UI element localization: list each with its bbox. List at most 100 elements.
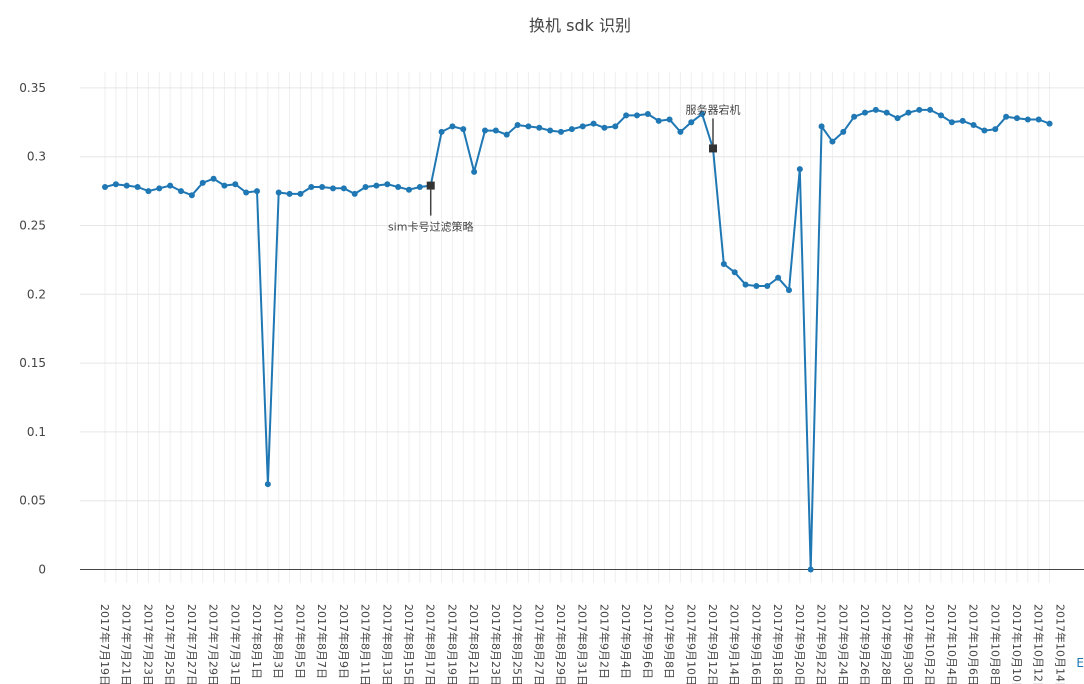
data-point[interactable]: [145, 188, 152, 195]
data-point[interactable]: [1003, 113, 1010, 120]
data-point[interactable]: [633, 112, 640, 119]
data-point[interactable]: [362, 183, 369, 190]
y-tick-label: 0.2: [27, 287, 46, 301]
data-point[interactable]: [742, 281, 749, 288]
data-point[interactable]: [177, 188, 184, 195]
data-point[interactable]: [699, 111, 706, 118]
data-point[interactable]: [492, 127, 499, 134]
x-tick-label: 2017年9月14日: [728, 604, 742, 684]
data-point[interactable]: [894, 115, 901, 122]
data-point[interactable]: [992, 126, 999, 133]
data-point[interactable]: [471, 168, 478, 175]
data-point[interactable]: [883, 109, 890, 116]
data-point[interactable]: [319, 183, 326, 190]
annotated-point[interactable]: [426, 181, 435, 190]
data-point[interactable]: [688, 119, 695, 126]
data-point[interactable]: [785, 287, 792, 294]
data-point[interactable]: [405, 186, 412, 193]
data-point[interactable]: [112, 181, 119, 188]
data-point[interactable]: [373, 182, 380, 189]
data-point[interactable]: [340, 185, 347, 192]
data-point[interactable]: [1024, 116, 1031, 123]
data-point[interactable]: [753, 283, 760, 290]
data-point[interactable]: [395, 183, 402, 190]
data-point[interactable]: [557, 128, 564, 135]
annotated-point[interactable]: [708, 144, 717, 153]
data-point[interactable]: [1046, 120, 1053, 127]
data-point[interactable]: [829, 138, 836, 145]
data-point[interactable]: [286, 190, 293, 197]
data-point[interactable]: [156, 185, 163, 192]
data-point[interactable]: [775, 274, 782, 281]
corner-mark[interactable]: E: [1076, 656, 1084, 670]
data-point[interactable]: [221, 182, 228, 189]
data-point[interactable]: [818, 123, 825, 130]
data-point[interactable]: [590, 120, 597, 127]
x-tick-label: 2017年9月22日: [815, 604, 829, 684]
data-point[interactable]: [297, 190, 304, 197]
data-point[interactable]: [384, 181, 391, 188]
data-point[interactable]: [981, 127, 988, 134]
data-point[interactable]: [308, 183, 315, 190]
data-point[interactable]: [503, 131, 510, 138]
x-tick-label: 2017年9月4日: [619, 604, 633, 679]
data-point[interactable]: [937, 112, 944, 119]
data-point[interactable]: [807, 566, 814, 573]
data-point[interactable]: [970, 122, 977, 129]
data-point[interactable]: [623, 112, 630, 119]
data-point[interactable]: [601, 124, 608, 131]
data-point[interactable]: [134, 183, 141, 190]
data-point[interactable]: [329, 185, 336, 192]
data-point[interactable]: [514, 122, 521, 129]
data-point[interactable]: [796, 166, 803, 173]
data-point[interactable]: [438, 128, 445, 135]
data-point[interactable]: [102, 183, 108, 190]
x-tick-label: 2017年8月31日: [576, 604, 590, 684]
data-point[interactable]: [927, 106, 934, 113]
data-point[interactable]: [666, 116, 673, 123]
data-point[interactable]: [677, 128, 684, 135]
data-point[interactable]: [764, 283, 771, 290]
data-point[interactable]: [731, 269, 738, 276]
data-point[interactable]: [1013, 115, 1020, 122]
data-point[interactable]: [579, 123, 586, 130]
data-point[interactable]: [547, 127, 554, 134]
data-point[interactable]: [851, 113, 858, 120]
data-point[interactable]: [1035, 116, 1042, 123]
data-point[interactable]: [167, 182, 174, 189]
data-point[interactable]: [644, 111, 651, 118]
data-point[interactable]: [861, 109, 868, 116]
data-point[interactable]: [948, 119, 955, 126]
data-point[interactable]: [655, 117, 662, 124]
data-point[interactable]: [232, 181, 239, 188]
data-point[interactable]: [243, 189, 250, 196]
x-tick-label: 2017年7月27日: [185, 604, 199, 684]
data-point[interactable]: [351, 190, 358, 197]
y-tick-label: 0.3: [27, 150, 46, 164]
data-point[interactable]: [253, 188, 260, 195]
data-point[interactable]: [264, 481, 271, 488]
data-point[interactable]: [720, 261, 727, 268]
data-point[interactable]: [416, 183, 423, 190]
data-point[interactable]: [449, 123, 456, 130]
series-points[interactable]: [102, 106, 1053, 573]
data-point[interactable]: [916, 106, 923, 113]
x-tick-label: 2017年8月11日: [359, 604, 373, 684]
data-point[interactable]: [481, 127, 488, 134]
data-point[interactable]: [210, 175, 217, 182]
data-point[interactable]: [612, 123, 619, 130]
data-point[interactable]: [872, 106, 879, 113]
data-point[interactable]: [568, 126, 575, 133]
data-point[interactable]: [959, 117, 966, 124]
data-point[interactable]: [199, 179, 206, 186]
data-point[interactable]: [840, 128, 847, 135]
data-point[interactable]: [123, 182, 130, 189]
data-point[interactable]: [275, 189, 282, 196]
data-point[interactable]: [460, 126, 467, 133]
data-point[interactable]: [525, 123, 532, 130]
data-point[interactable]: [905, 109, 912, 116]
data-point[interactable]: [536, 124, 543, 131]
data-point[interactable]: [188, 192, 195, 199]
x-tick-label: 2017年7月25日: [163, 604, 177, 684]
